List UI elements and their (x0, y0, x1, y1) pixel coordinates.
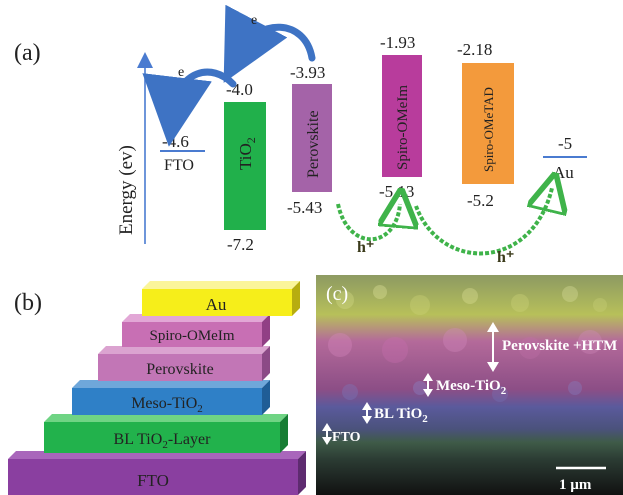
perovskite-vb-value: -5.43 (287, 198, 322, 217)
svg-text:TiO2: TiO2 (236, 137, 258, 170)
layer-spiro-omeim: Spiro-OMeIm (122, 314, 270, 347)
hole-label-1: h⁺ (357, 239, 374, 256)
spiro-ometad-homo-value: -5.2 (467, 191, 494, 210)
spiro-ometad-band (462, 63, 514, 184)
fto-level-value: -4.6 (162, 132, 189, 151)
layer-au: Au (142, 281, 300, 316)
perovskite-band (292, 84, 332, 192)
scale-bar-label: 1 µm (559, 477, 592, 493)
svg-text:FTO: FTO (137, 471, 169, 490)
svg-text:Au: Au (206, 295, 227, 314)
tio2-vb-value: -7.2 (227, 235, 254, 254)
au-level-value: -5 (558, 134, 572, 153)
panel-a: (a) Energy (ev) -4.6 FTO -4.0 TiO2 -7.2 … (14, 4, 587, 266)
sem-image (316, 275, 623, 495)
layer-fto: FTO (8, 451, 306, 495)
hole-label-2: h⁺ (497, 249, 514, 266)
panel-b: (b) FTO BL TiO2-Layer Meso-TiO2 Pero (8, 281, 306, 495)
au-name: Au (553, 163, 574, 182)
perovskite-cb-value: -3.93 (290, 63, 325, 82)
electron-label-1: e (251, 13, 257, 28)
bl-tio2-annotation: BL TiO2 (374, 406, 428, 425)
hole-arrow-perovskite-to-spiro (336, 204, 400, 242)
svg-text:Perovskite: Perovskite (146, 361, 214, 378)
electron-label-2: e (178, 65, 184, 80)
panel-c: (c) Perovskite +HTM Meso-TiO2 BL TiO2 FT… (316, 275, 623, 495)
panel-c-label: (c) (326, 283, 348, 305)
electron-arrow-perovskite-to-tio2 (223, 4, 316, 83)
electron-arrow-tio2-to-fto (142, 68, 237, 147)
svg-text:BL TiO2-Layer: BL TiO2-Layer (114, 431, 212, 451)
spiro-omeim-lumo-value: -1.93 (380, 33, 415, 52)
perovskite-band-label: Perovskite (305, 110, 322, 178)
svg-text:Meso-TiO2: Meso-TiO2 (131, 395, 203, 415)
perovskite-htm-annotation: Perovskite +HTM (502, 338, 617, 354)
tio2-band-label: TiO2 (236, 137, 258, 170)
spiro-omeim-homo-value: -5.13 (379, 182, 414, 201)
sem-texture (328, 285, 607, 402)
hole-arrow-spiro-to-au (414, 188, 552, 256)
layer-bl-tio2: BL TiO2-Layer (44, 414, 288, 453)
spiro-omeim-band (382, 55, 422, 177)
spiro-omeim-band-label: Spiro-OMeIm (395, 85, 411, 170)
fto-annotation: FTO (332, 430, 361, 445)
meso-tio2-annotation: Meso-TiO2 (436, 378, 507, 397)
layer-meso-tio2: Meso-TiO2 (72, 380, 270, 415)
layer-perovskite: Perovskite (98, 346, 270, 381)
energy-axis-label: Energy (ev) (116, 145, 137, 235)
panel-b-label: (b) (14, 290, 42, 316)
panel-a-label: (a) (14, 40, 41, 66)
tio2-band (224, 102, 266, 230)
svg-text:Spiro-OMeIm: Spiro-OMeIm (150, 328, 235, 344)
spiro-ometad-lumo-value: -2.18 (457, 40, 492, 59)
spiro-ometad-band-label: Spiro-OMeTAD (481, 87, 496, 172)
fto-name: FTO (164, 157, 194, 174)
